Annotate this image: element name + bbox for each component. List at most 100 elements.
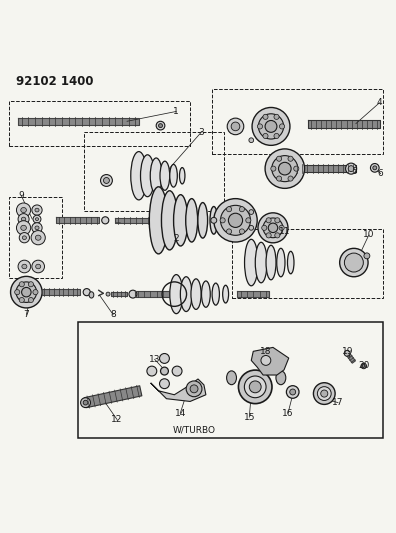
Ellipse shape <box>346 163 357 174</box>
Ellipse shape <box>275 217 280 223</box>
Ellipse shape <box>313 383 335 405</box>
Ellipse shape <box>212 283 219 305</box>
Ellipse shape <box>265 149 305 188</box>
Ellipse shape <box>16 282 36 302</box>
Ellipse shape <box>103 177 109 183</box>
Ellipse shape <box>272 156 298 182</box>
Ellipse shape <box>131 151 147 200</box>
Ellipse shape <box>141 155 154 197</box>
Ellipse shape <box>275 233 280 238</box>
Ellipse shape <box>170 164 177 187</box>
Ellipse shape <box>340 248 368 277</box>
Ellipse shape <box>239 229 244 234</box>
Text: 7: 7 <box>23 310 29 319</box>
Ellipse shape <box>222 211 228 230</box>
Ellipse shape <box>344 350 350 356</box>
Ellipse shape <box>190 385 198 393</box>
Ellipse shape <box>271 166 276 171</box>
Text: 10: 10 <box>363 230 375 239</box>
Ellipse shape <box>35 217 38 221</box>
Ellipse shape <box>19 297 24 303</box>
Ellipse shape <box>266 233 271 238</box>
Polygon shape <box>19 118 139 125</box>
Ellipse shape <box>19 232 29 243</box>
Text: 19: 19 <box>342 347 354 356</box>
Polygon shape <box>56 217 99 223</box>
Ellipse shape <box>19 281 24 287</box>
Ellipse shape <box>370 164 379 172</box>
Text: 6: 6 <box>378 169 384 178</box>
Ellipse shape <box>147 366 157 376</box>
Ellipse shape <box>257 124 263 129</box>
Ellipse shape <box>191 279 201 309</box>
Ellipse shape <box>22 264 27 269</box>
Ellipse shape <box>15 289 20 295</box>
Ellipse shape <box>158 124 162 127</box>
Ellipse shape <box>101 174 112 187</box>
Ellipse shape <box>11 277 42 308</box>
Ellipse shape <box>17 221 30 235</box>
Ellipse shape <box>362 365 365 367</box>
Ellipse shape <box>321 390 328 397</box>
Polygon shape <box>115 217 150 223</box>
Ellipse shape <box>170 274 183 313</box>
Ellipse shape <box>227 229 232 234</box>
Ellipse shape <box>266 245 276 280</box>
Ellipse shape <box>21 217 26 221</box>
Ellipse shape <box>186 199 198 242</box>
Text: 12: 12 <box>111 415 123 424</box>
Ellipse shape <box>32 205 42 215</box>
Ellipse shape <box>214 199 257 242</box>
Ellipse shape <box>348 166 354 172</box>
Polygon shape <box>238 292 269 297</box>
Ellipse shape <box>239 207 244 212</box>
Text: 11: 11 <box>279 227 291 236</box>
Ellipse shape <box>245 239 258 286</box>
Ellipse shape <box>290 389 296 395</box>
Ellipse shape <box>263 218 283 238</box>
Polygon shape <box>42 289 80 295</box>
Ellipse shape <box>35 226 39 230</box>
Ellipse shape <box>106 292 110 296</box>
Ellipse shape <box>21 225 27 230</box>
Ellipse shape <box>33 289 38 295</box>
Ellipse shape <box>317 386 331 400</box>
Ellipse shape <box>32 223 42 233</box>
Ellipse shape <box>33 215 41 223</box>
Text: 18: 18 <box>260 347 272 356</box>
Ellipse shape <box>18 260 30 273</box>
Ellipse shape <box>361 363 367 369</box>
Ellipse shape <box>180 277 192 311</box>
Bar <box>9 197 62 278</box>
Ellipse shape <box>278 163 291 175</box>
Ellipse shape <box>286 386 299 398</box>
Ellipse shape <box>268 223 278 232</box>
Ellipse shape <box>221 205 251 236</box>
Text: 3: 3 <box>198 128 204 137</box>
Ellipse shape <box>262 225 267 230</box>
Ellipse shape <box>29 281 34 287</box>
Ellipse shape <box>263 133 268 139</box>
Bar <box>78 322 383 438</box>
Ellipse shape <box>345 253 364 272</box>
Ellipse shape <box>29 297 34 303</box>
Ellipse shape <box>276 156 282 161</box>
Ellipse shape <box>227 118 244 135</box>
Ellipse shape <box>280 124 285 129</box>
Ellipse shape <box>83 288 90 296</box>
Ellipse shape <box>249 138 254 143</box>
Ellipse shape <box>258 114 284 139</box>
Ellipse shape <box>288 176 293 181</box>
Bar <box>84 132 224 211</box>
Ellipse shape <box>364 253 370 259</box>
Ellipse shape <box>156 122 165 130</box>
Ellipse shape <box>18 214 29 225</box>
Ellipse shape <box>202 281 210 307</box>
Ellipse shape <box>162 191 178 250</box>
Text: 14: 14 <box>175 409 186 418</box>
Ellipse shape <box>231 122 240 131</box>
Ellipse shape <box>244 376 266 398</box>
Ellipse shape <box>287 251 294 274</box>
Ellipse shape <box>83 400 88 405</box>
Polygon shape <box>135 292 172 297</box>
